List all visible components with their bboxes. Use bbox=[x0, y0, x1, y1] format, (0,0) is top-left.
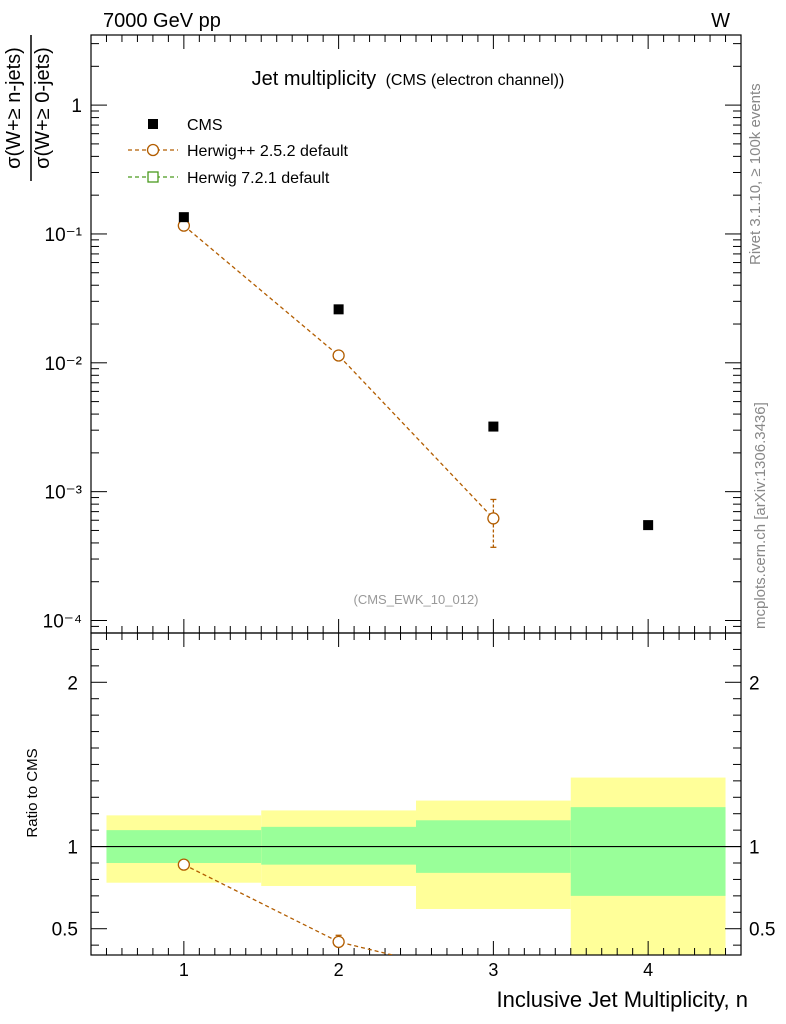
ratio-band-inner-4 bbox=[570, 807, 726, 896]
legend-marker-open-circle bbox=[146, 143, 160, 157]
svg-text:Jet multiplicity (CMS (e: Jet multiplicity (CMS (electron channel)… bbox=[252, 68, 565, 90]
axes-layer: 1 2 3 4 1 10⁻¹ 10⁻² 10⁻³ 10⁻⁴ 0.5 0.5 1 1 2 2 bbox=[43, 34, 775, 980]
ratio-herwigpp-group bbox=[177, 858, 396, 955]
header-left: 7000 GeV pp bbox=[103, 10, 221, 32]
ratio-y-tick-label-right: 1 bbox=[749, 838, 760, 859]
legend-marker-filled-square bbox=[148, 119, 158, 129]
cms-data-point bbox=[488, 421, 499, 432]
cms-data-point bbox=[178, 212, 189, 223]
legend: CMS Herwig++ 2.5.2 default Herwig 7.2.1 … bbox=[128, 117, 349, 187]
ratio-y-tick-label-right: 2 bbox=[749, 673, 760, 694]
legend-entry-herwigpp: Herwig++ 2.5.2 default bbox=[128, 143, 349, 160]
cms-data-point bbox=[643, 520, 654, 531]
ratio-uncertainty-bands bbox=[106, 777, 726, 955]
legend-label: Herwig++ 2.5.2 default bbox=[187, 143, 349, 160]
header-right: W bbox=[711, 10, 730, 32]
herwigpp-main-point bbox=[487, 512, 500, 525]
herwigpp-ratio-line bbox=[183, 864, 396, 955]
data-layer bbox=[177, 212, 654, 955]
title-text: Jet multiplicity bbox=[252, 68, 376, 90]
herwigpp-main-line bbox=[183, 225, 494, 519]
chart-title: Jet multiplicity (CMS (electron channel)… bbox=[252, 68, 565, 90]
y-axis-title-main: σ(W+≥ n-jets) σ(W+≥ 0-jets) bbox=[3, 35, 54, 181]
y-tick-label: 10⁻⁴ bbox=[43, 612, 82, 633]
mcplots-label: mcplots.cern.ch [arXiv:1306.3436] bbox=[752, 402, 769, 629]
rivet-label: Rivet 3.1.10, ≥ 100k events bbox=[747, 83, 764, 265]
ratio-y-tick-label: 1 bbox=[67, 838, 78, 859]
y-tick-label: 10⁻³ bbox=[45, 483, 83, 504]
ratio-y-tick-label: 2 bbox=[67, 673, 78, 694]
ratio-y-axis-title: Ratio to CMS bbox=[24, 748, 41, 837]
y-tick-label: 1 bbox=[71, 96, 82, 117]
x-tick-label: 2 bbox=[334, 960, 344, 980]
y-tick-label: 10⁻¹ bbox=[45, 225, 83, 246]
legend-label: CMS bbox=[187, 117, 223, 134]
legend-label: Herwig 7.2.1 default bbox=[187, 170, 330, 187]
ratio-band-inner-2 bbox=[261, 826, 416, 865]
herwigpp-main-point bbox=[332, 349, 345, 362]
herwigpp-ratio-point bbox=[177, 858, 191, 871]
herwigpp-ratio-point bbox=[332, 935, 345, 949]
y-title-numerator: σ(W+≥ n-jets) bbox=[3, 47, 25, 169]
legend-entry-cms: CMS bbox=[148, 117, 223, 134]
ratio-y-tick-label-right: 0.5 bbox=[749, 920, 775, 941]
x-axis-title: Inclusive Jet Multiplicity, n bbox=[497, 987, 748, 1012]
cms-data-point bbox=[333, 304, 344, 315]
subtitle-text: (CMS (electron channel)) bbox=[386, 72, 565, 89]
ratio-y-tick-label: 0.5 bbox=[52, 920, 78, 941]
y-title-denominator: σ(W+≥ 0-jets) bbox=[32, 47, 54, 169]
x-tick-label: 1 bbox=[179, 960, 189, 980]
legend-marker-open-square bbox=[147, 171, 159, 183]
legend-entry-herwig7: Herwig 7.2.1 default bbox=[128, 170, 330, 187]
y-tick-label: 10⁻² bbox=[45, 354, 83, 375]
x-tick-label: 3 bbox=[488, 960, 498, 980]
watermark-text: (CMS_EWK_10_012) bbox=[354, 592, 479, 607]
x-tick-label: 4 bbox=[643, 960, 653, 980]
